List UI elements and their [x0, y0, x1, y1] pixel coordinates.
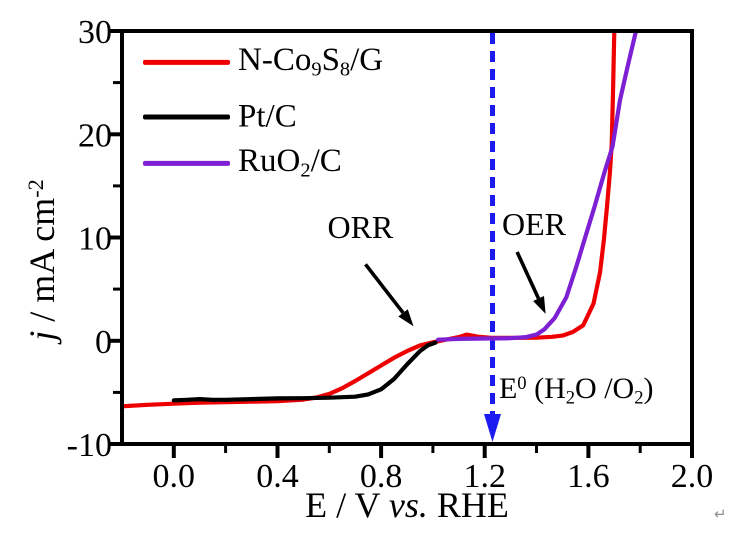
y-tick-label: -10 — [67, 427, 112, 464]
e0-arrow-head — [484, 414, 501, 442]
legend-swatch-1 — [143, 114, 230, 120]
series-line-1 — [171, 340, 438, 403]
legend-label-2: RuO2/C — [238, 142, 342, 182]
x-tick-label: 0.4 — [256, 458, 299, 495]
orr-text: ORR — [327, 209, 394, 246]
series-line-2 — [436, 32, 638, 342]
x-tick-label: 1.6 — [567, 458, 610, 495]
axes-frame — [120, 29, 694, 446]
annotation-oer-text: OER — [502, 208, 566, 240]
legend-item-0: N-Co9S8/G — [143, 41, 384, 81]
oer-text: OER — [501, 206, 566, 243]
y-tick-label: 0 — [95, 324, 112, 361]
orr-arrow-head — [398, 309, 414, 327]
annotation-e0-standard-potential: E0 (H2O /O2) — [498, 372, 654, 409]
legend-item-1: Pt/C — [143, 98, 297, 135]
oer-arrow-shaft — [515, 251, 541, 300]
legend-item-2: RuO2/C — [143, 142, 342, 182]
y-tick-label: 20 — [78, 117, 112, 154]
stray-return-mark: ↵ — [714, 505, 727, 523]
x-tick-label: 0.0 — [153, 458, 196, 495]
x-tick-label: 0.8 — [360, 458, 403, 495]
x-tick-label: 2.0 — [671, 458, 714, 495]
x-axis-title: E / V vs. RHE — [305, 485, 509, 525]
oer-arrow-head — [533, 296, 546, 314]
y-tick-label: 30 — [78, 14, 112, 51]
x-tick-label: 1.2 — [463, 458, 506, 495]
orr-arrow-shaft — [364, 263, 405, 314]
annotation-orr-text: ORR — [327, 211, 393, 243]
series-curves — [124, 32, 638, 409]
legend-swatch-0 — [143, 59, 230, 65]
y-tick-label: 10 — [78, 221, 112, 258]
legend-label-1: Pt/C — [238, 98, 297, 135]
legend-swatch-2 — [143, 160, 230, 166]
y-axis-title: j / mA cm-2 — [22, 179, 62, 341]
legend-label-0: N-Co9S8/G — [238, 41, 384, 81]
